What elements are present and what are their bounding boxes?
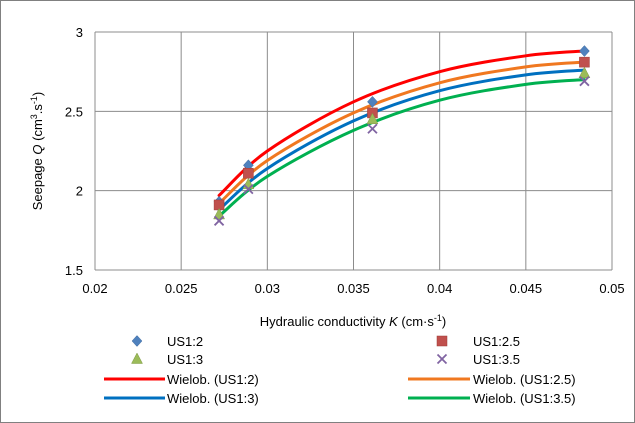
trendline-4 [217,78,586,218]
x-tick-label: 0.045 [510,281,543,296]
x-tick-label: 0.04 [427,281,452,296]
legend-label: Wielob. (US1:2.5) [473,372,576,387]
trendline-2 [217,60,586,205]
data-point-square [243,167,254,179]
y-tick-labels: 1.5 2 2.5 3 [65,25,83,278]
data-point-triangle [366,112,379,125]
x-tick-label: 0.02 [82,281,107,296]
y-tick-label: 2.5 [65,104,83,119]
trendline-1 [217,49,586,197]
y-tick-label: 3 [76,25,83,40]
trendline-3 [217,68,586,212]
x-axis-title: Hydraulic conductivity K (cm·s-1) [260,313,446,329]
x-tick-labels: 0.02 0.025 0.03 0.035 0.04 0.045 0.05 [82,281,624,296]
y-tick-label: 2 [76,184,83,199]
x-tick-label: 0.025 [165,281,198,296]
legend-label: US1:3 [167,352,203,367]
data-point-x [579,76,590,87]
data-point-x [243,183,254,195]
legend-label: Wielob. (US1:2) [167,372,259,387]
data-point-triangle [213,207,225,220]
legend-marker-diamond [131,335,143,347]
data-point-x [367,123,378,134]
legend-marker-triangle [131,352,143,364]
x-tick-label: 0.03 [255,281,280,296]
data-point-diamond [367,95,378,108]
x-tick-label: 0.05 [599,281,624,296]
legend-label: Wielob. (US1:3.5) [473,391,576,406]
legend-marker-square [436,335,448,347]
legend-label: US1:2.5 [473,334,520,349]
trendlines [217,49,586,218]
legend-label: Wielob. (US1:3) [167,391,259,406]
data-markers [213,45,591,226]
legend-marker-x [436,353,448,365]
legend: US1:2 US1:2.5 US1:3 US1:3.5 Wielob. (US1:2) W… [104,334,576,406]
x-tick-label: 0.035 [337,281,370,296]
y-tick-label: 1.5 [65,263,83,278]
y-axis-title: Seepage Q (cm3.s-1) [29,92,45,211]
data-point-diamond [579,45,590,57]
legend-label: US1:3.5 [473,352,520,367]
data-point-x [213,215,225,226]
data-point-square [579,56,590,68]
data-point-triangle [578,66,591,79]
legend-label: US1:2 [167,334,203,349]
